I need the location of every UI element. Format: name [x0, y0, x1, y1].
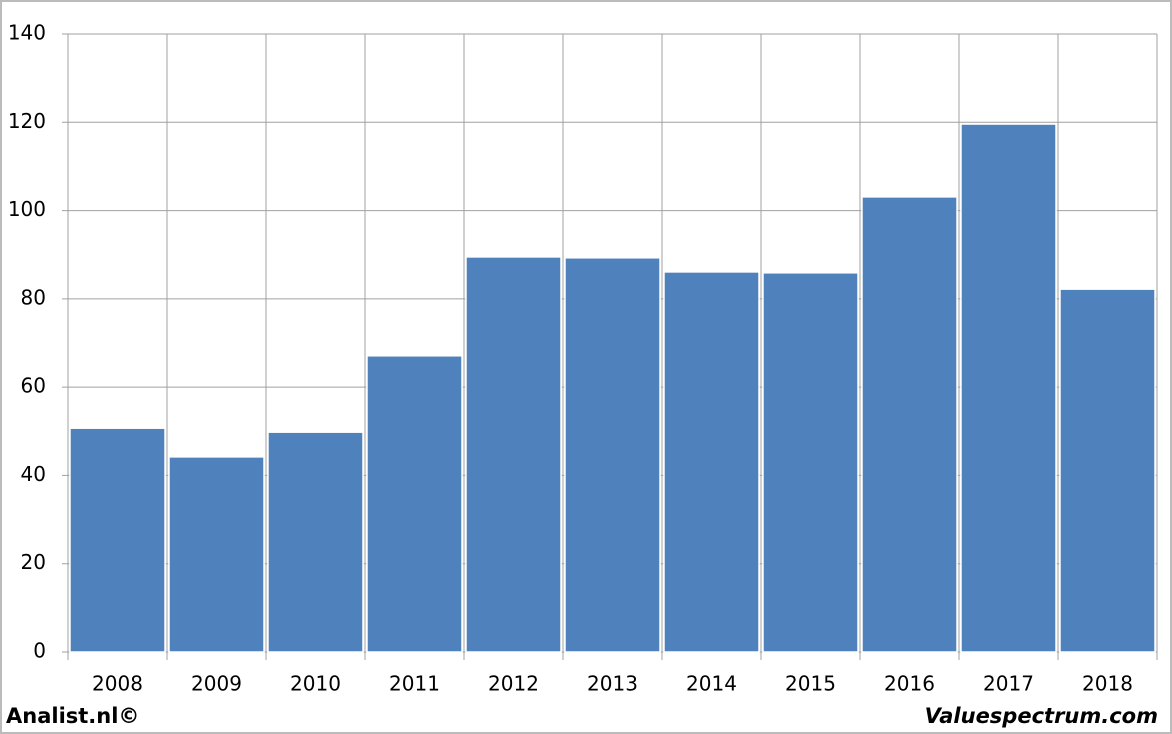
y-tick-label: 40 [21, 462, 46, 486]
bar [168, 456, 265, 653]
x-tick-label: 2013 [587, 672, 638, 696]
bar [366, 355, 463, 653]
footer-left: Analist.nl© [6, 704, 139, 728]
y-tick-label: 80 [21, 285, 46, 309]
x-tick-label: 2008 [92, 672, 143, 696]
bar [861, 196, 958, 653]
x-tick-label: 2009 [191, 672, 242, 696]
bar [69, 427, 166, 653]
x-tick-label: 2011 [389, 672, 440, 696]
bar [1059, 288, 1156, 653]
footer-right: Valuespectrum.com [925, 704, 1158, 728]
y-tick-label: 120 [8, 109, 46, 133]
bar [960, 123, 1057, 653]
x-tick-label: 2012 [488, 672, 539, 696]
bar [267, 431, 364, 653]
y-tick-label: 100 [8, 197, 46, 221]
x-tick-label: 2017 [983, 672, 1034, 696]
bar [564, 257, 661, 653]
y-tick-label: 140 [8, 21, 46, 45]
x-tick-label: 2014 [686, 672, 737, 696]
x-tick-label: 2018 [1082, 672, 1133, 696]
bar [663, 271, 760, 653]
bar [465, 256, 562, 653]
bar [762, 272, 859, 653]
y-tick-label: 60 [21, 374, 46, 398]
x-tick-label: 2015 [785, 672, 836, 696]
y-tick-label: 0 [33, 639, 46, 663]
x-tick-label: 2010 [290, 672, 341, 696]
x-tick-label: 2016 [884, 672, 935, 696]
y-tick-label: 20 [21, 550, 46, 574]
